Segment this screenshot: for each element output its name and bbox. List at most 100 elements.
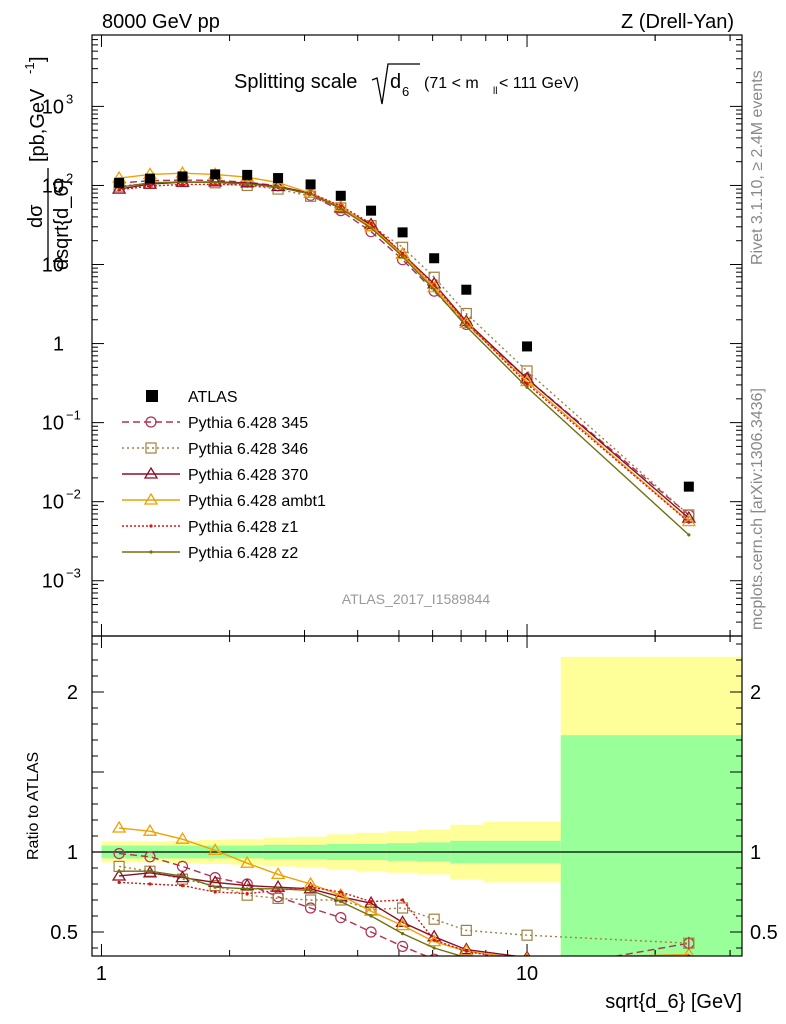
header-right: Z (Drell-Yan) <box>621 11 734 33</box>
ratio-series-marker <box>464 949 468 953</box>
series-marker <box>111 181 127 194</box>
analysis-label: ATLAS_2017_I1589844 <box>342 591 491 607</box>
legend-label: Pythia 6.428 z1 <box>188 519 298 536</box>
y-tick-label: 10 <box>42 255 64 277</box>
ratio-series-marker <box>270 867 286 880</box>
ylabel-unit: [pb,GeV <box>27 88 49 162</box>
ratio-series-marker <box>245 892 249 896</box>
ratio-series-marker <box>459 942 474 955</box>
ratio-series-marker <box>113 847 125 860</box>
ratio-series-marker <box>148 882 152 886</box>
ratio-series-marker <box>144 851 156 863</box>
series-marker <box>683 509 695 521</box>
atlas-data-point <box>335 190 346 201</box>
legend-marker <box>149 550 153 554</box>
ratio-panel-frame <box>91 635 743 957</box>
x-tick-label: 1 <box>96 963 107 985</box>
series-line <box>119 183 690 523</box>
legend-label: ATLAS <box>188 389 238 406</box>
ratio-y-tick-label-right: 1 <box>750 842 761 864</box>
ratio-series-line <box>119 852 689 956</box>
ratio-y-tick-label: 1 <box>67 842 78 864</box>
series-marker <box>687 533 691 537</box>
series-marker <box>432 283 436 287</box>
ratio-series-marker <box>396 902 409 914</box>
ratio-series-marker <box>335 911 347 924</box>
ratio-series-marker <box>111 868 127 881</box>
ratio-series-marker <box>148 869 152 873</box>
ratio-series-marker <box>272 892 284 905</box>
ratio-y-tick-label: 2 <box>67 682 78 704</box>
series-marker <box>432 288 436 292</box>
series-marker <box>519 374 535 387</box>
ratio-series-marker <box>369 914 373 918</box>
ratio-series-marker <box>240 855 255 868</box>
ratio-y-tick-label: 0.5 <box>50 922 78 944</box>
x-tick-label: 10 <box>516 963 538 985</box>
atlas-data-point <box>683 481 694 492</box>
atlas-data-point <box>273 173 284 184</box>
series-marker <box>339 206 343 211</box>
series-marker <box>681 514 696 527</box>
legend-marker <box>145 442 157 454</box>
ratio-series-marker <box>175 831 190 844</box>
stat-uncertainty-band <box>560 735 742 956</box>
title-main: Splitting scale <box>234 71 357 93</box>
ratio-series-marker <box>428 913 440 925</box>
ratio-series-marker <box>395 918 410 931</box>
ratio-series-marker <box>460 924 472 937</box>
series-marker <box>400 251 405 256</box>
ratio-series-marker <box>687 970 690 973</box>
y-tick-label: 1 <box>53 334 64 356</box>
series-marker <box>687 520 691 524</box>
chart-title: Splitting scale d 6 (71 < m ll < 111 GeV… <box>234 63 579 105</box>
legend: ATLAS Pythia 6.428 345 Pythia 6.428 346 Pyt… <box>122 389 326 562</box>
x-axis-label: sqrt{d_6} [GeV] <box>605 991 742 1013</box>
series-marker <box>276 185 280 189</box>
title-sqrt-arg: d <box>390 71 401 93</box>
atlas-data-markers <box>114 169 694 492</box>
series-marker <box>464 324 468 328</box>
legend-label: Pythia 6.428 ambt1 <box>188 493 326 510</box>
ratio-series-marker <box>208 843 223 856</box>
title-range-sub: ll <box>493 86 497 97</box>
ratio-series-marker <box>432 946 436 950</box>
ratio-series-marker <box>400 932 405 936</box>
y-tick-label: 10 <box>42 175 64 197</box>
ratio-y-axis-label: Ratio to ATLAS <box>25 752 42 860</box>
atlas-data-point <box>305 179 316 190</box>
ratio-series-marker <box>400 898 405 902</box>
series-marker <box>369 226 373 230</box>
legend-label: Pythia 6.428 370 <box>188 467 308 484</box>
series-marker <box>525 385 529 389</box>
series-marker <box>213 180 217 185</box>
series-line <box>119 181 690 536</box>
ratio-series-marker <box>521 929 533 941</box>
series-marker <box>270 179 286 192</box>
y-tick-label: 10 <box>42 571 64 593</box>
atlas-data-point <box>210 169 221 180</box>
atlas-data-point <box>429 253 440 264</box>
ratio-series-marker <box>117 869 121 873</box>
y-tick-label: 10 <box>42 96 64 118</box>
series-marker <box>245 182 249 186</box>
legend-label: Pythia 6.428 z2 <box>188 545 298 562</box>
ratio-series-marker <box>369 900 373 904</box>
series-marker <box>339 204 343 208</box>
series-marker <box>148 184 152 188</box>
series-marker <box>525 382 529 386</box>
ratio-y-tick-label-right: 0.5 <box>750 922 778 944</box>
title-range-b: < 111 GeV) <box>499 75 579 92</box>
atlas-data-point <box>366 205 377 216</box>
atlas-data-point <box>242 169 253 180</box>
top-y-axis-label: dσ dsqrt{d_6} [pb,GeV -1 ] <box>22 56 73 270</box>
series-marker <box>369 221 373 226</box>
ratio-uncertainty-bands <box>92 656 742 956</box>
ratio-series-marker <box>117 880 121 885</box>
ylabel-unit-end: ] <box>27 56 49 62</box>
ratio-series-marker <box>339 890 343 894</box>
atlas-data-point <box>522 341 533 352</box>
ylabel-unit-sup: -1 <box>22 62 37 74</box>
